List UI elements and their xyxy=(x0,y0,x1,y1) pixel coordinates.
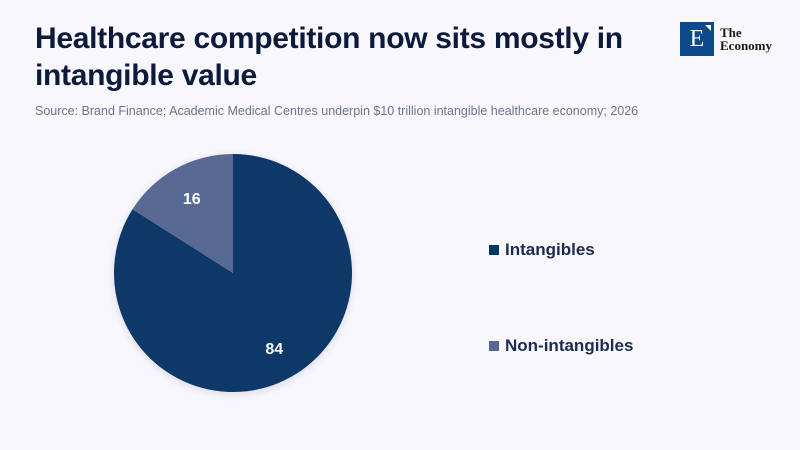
logo-mark-icon: E xyxy=(680,22,714,56)
chart-title: Healthcare competition now sits mostly i… xyxy=(35,22,623,92)
data-label-non-intangibles: 16 xyxy=(183,191,201,208)
data-label-intangibles: 84 xyxy=(265,341,283,358)
logo-line-2: Economy xyxy=(720,38,772,53)
pie-chart: 84 16 xyxy=(113,154,352,392)
legend-swatch-non-intangibles xyxy=(489,341,499,351)
pie-slice-non-intangibles xyxy=(132,154,233,273)
legend-item-intangibles: Intangibles xyxy=(489,240,595,260)
logo-line-1: The xyxy=(720,25,742,40)
chart-source: Source: Brand Finance; Academic Medical … xyxy=(35,104,639,118)
legend-label-intangibles: Intangibles xyxy=(505,240,595,259)
logo-wordmark: The Economy xyxy=(720,26,772,52)
legend-label-non-intangibles: Non-intangibles xyxy=(505,336,634,355)
legend-swatch-intangibles xyxy=(489,245,499,255)
the-economy-logo: E The Economy xyxy=(680,22,772,56)
legend-item-non-intangibles: Non-intangibles xyxy=(489,336,633,356)
